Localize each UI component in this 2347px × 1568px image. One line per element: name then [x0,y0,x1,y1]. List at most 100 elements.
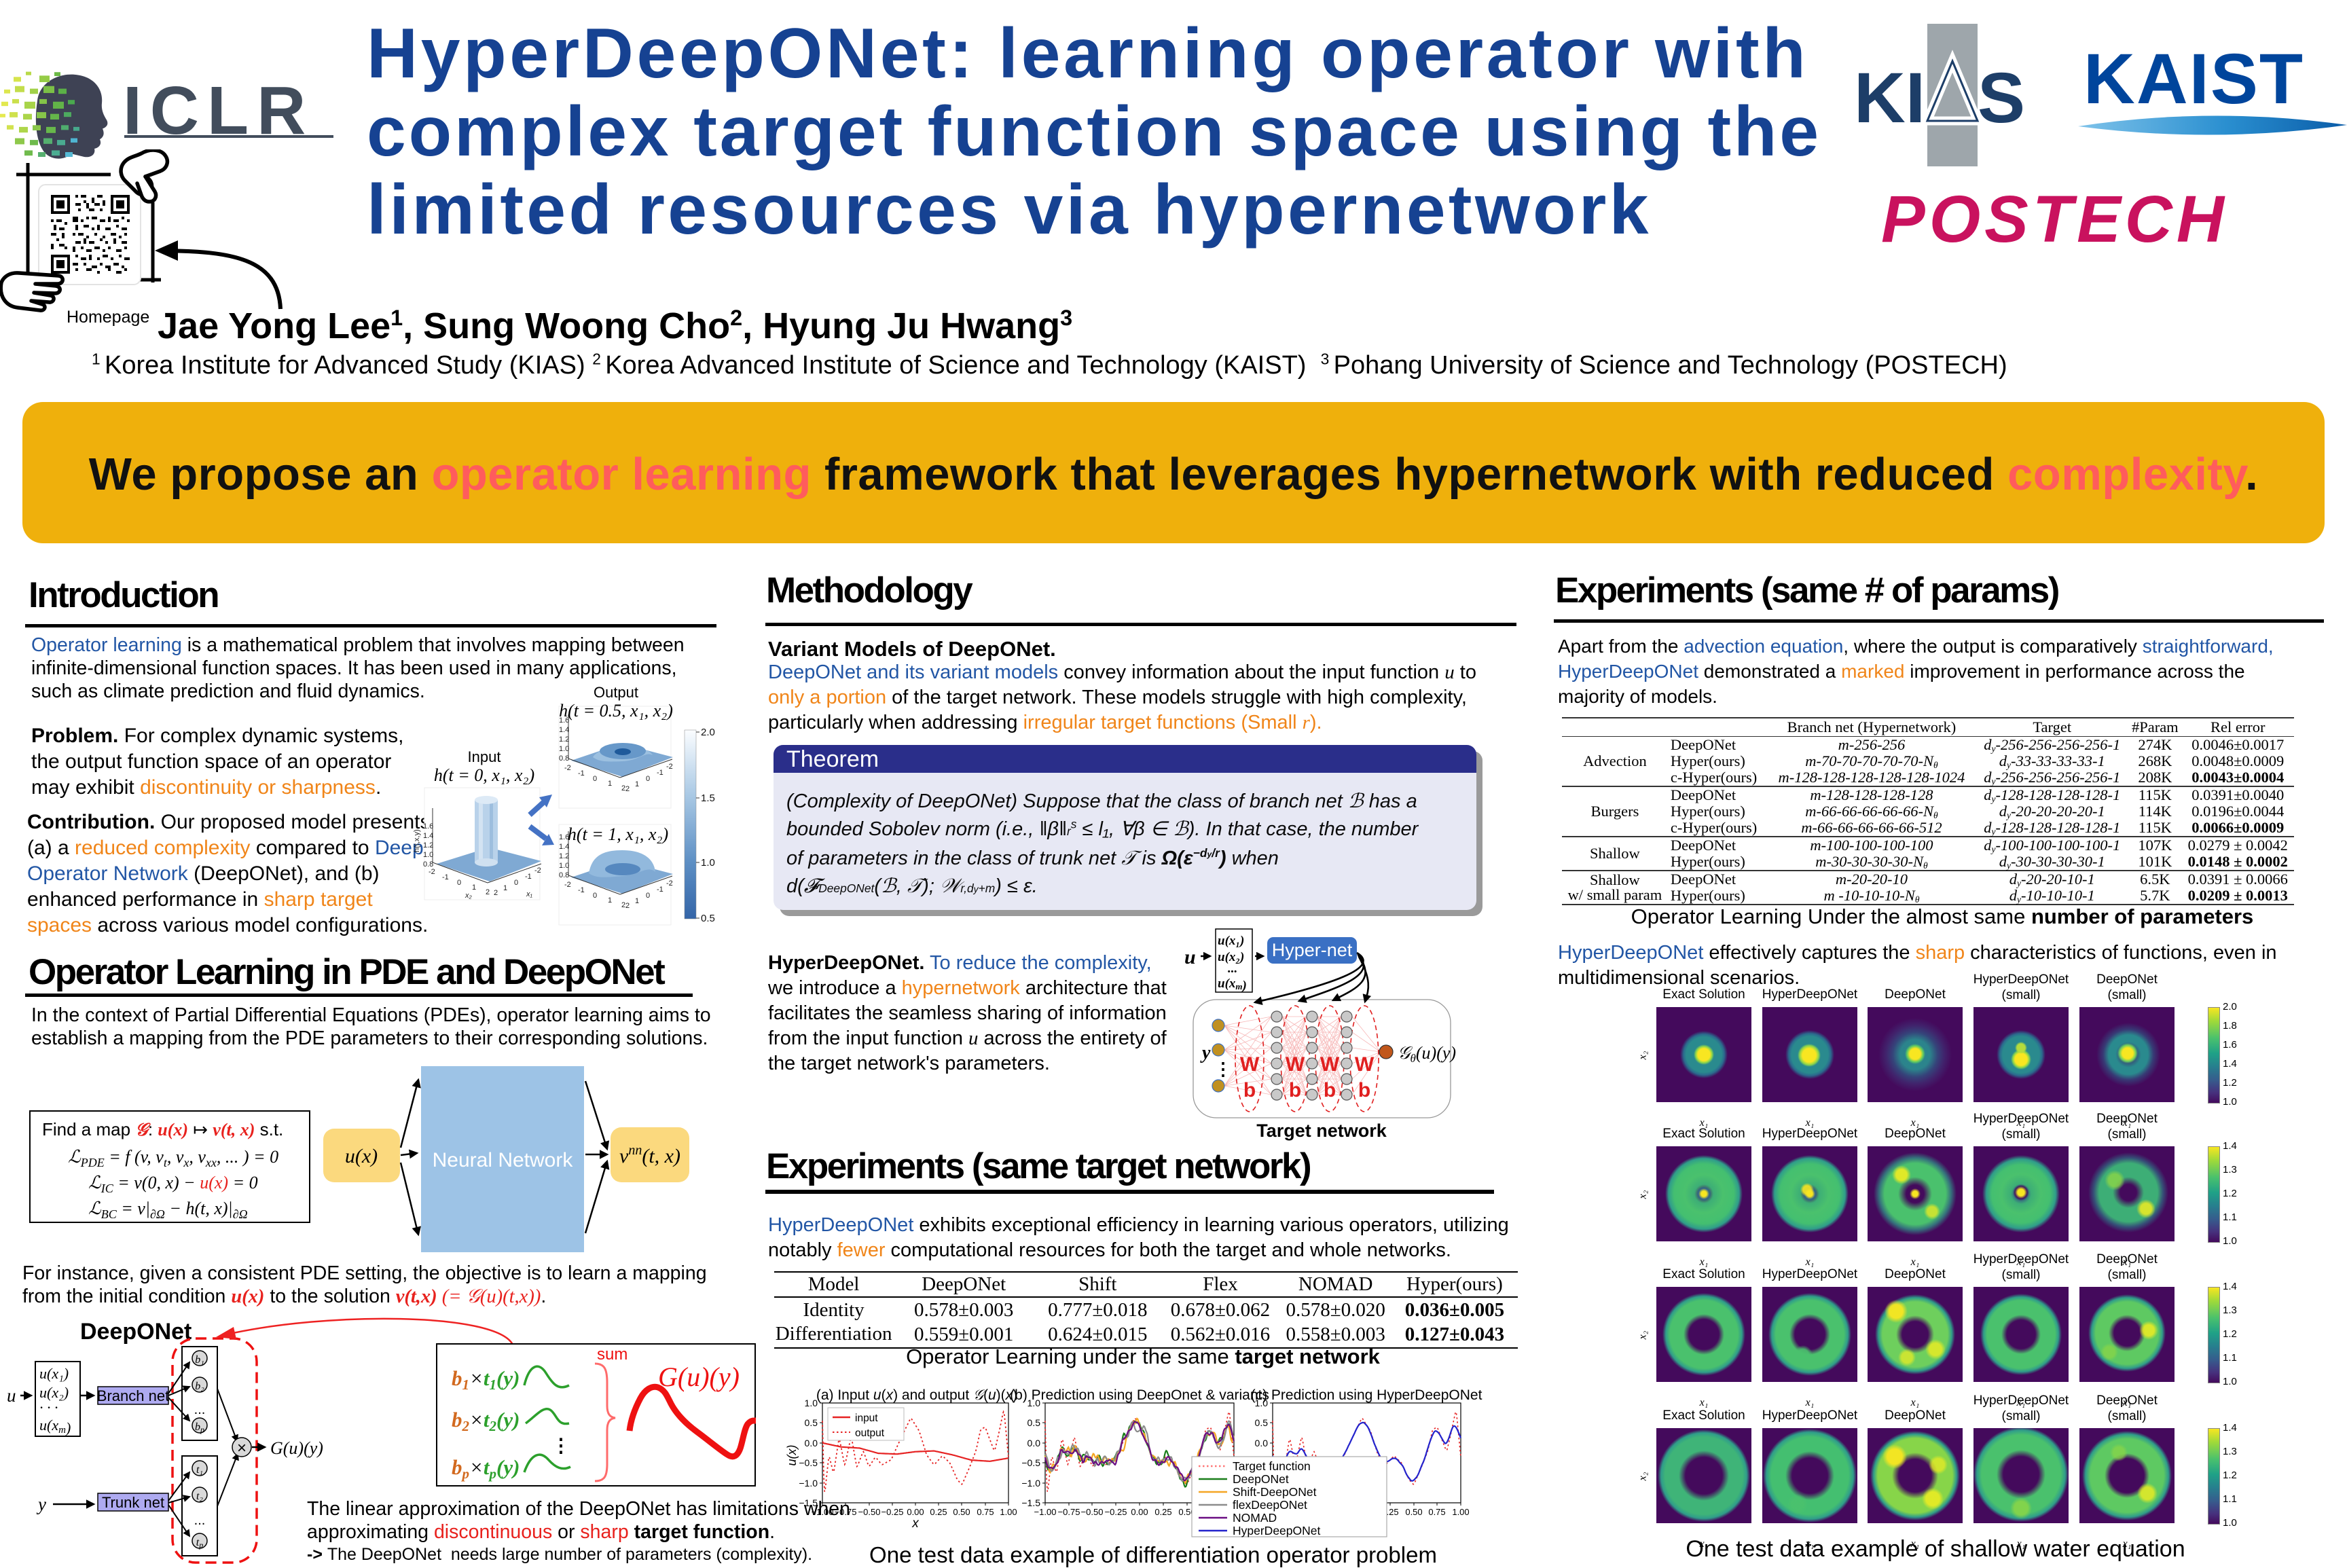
svg-text:u(x): u(x) [785,1445,799,1466]
svg-text:1.0: 1.0 [559,862,569,870]
svg-text:W: W [1355,1053,1375,1076]
svg-text:tp: tp [196,1537,203,1550]
svg-text:KAIST: KAIST [2084,41,2304,119]
svg-text:· · ·: · · · [39,1399,58,1416]
svg-text:2: 2 [621,784,625,792]
svg-text:ℒIC = v(0, x) − u(x) = 0: ℒIC = v(0, x) − u(x) = 0 [88,1173,258,1195]
svg-text:ℒBC = v|∂Ω − h(t, x)|∂Ω: ℒBC = v|∂Ω − h(t, x)|∂Ω [88,1199,248,1221]
svg-text:1.0: 1.0 [559,745,569,753]
svg-text:y: y [36,1494,46,1514]
svg-text:1.6: 1.6 [423,822,433,831]
svg-text:b: b [1289,1079,1301,1101]
svg-text:1: 1 [635,780,639,788]
svg-text:0: 0 [593,775,597,783]
svg-text:b₁: b₁ [195,1354,204,1366]
svg-text:h(t = 0, x₁, x₂): h(t = 0, x₁, x₂) [434,765,534,785]
svg-text:u(x₁): u(x₁) [39,1365,69,1382]
svg-text:Hyper-net: Hyper-net [1272,940,1353,960]
svg-text:⋮: ⋮ [1214,1059,1232,1079]
svg-text:−0.25: −0.25 [881,1507,904,1517]
svg-text:u(x₂): u(x₂) [1218,950,1244,964]
svg-text:1.0: 1.0 [805,1398,818,1408]
svg-text:⋮: ⋮ [551,1435,570,1456]
svg-text:G(u)(y): G(u)(y) [658,1362,740,1392]
svg-text:h(t = 1, x₁, x₂): h(t = 1, x₁, x₂) [568,824,668,844]
svg-text:0: 0 [457,879,461,887]
svg-text:S: S [1978,58,2025,138]
svg-text:Target function: Target function [1233,1459,1311,1473]
svg-text:−1.00: −1.00 [812,1507,834,1517]
svg-text:b1×t1(y): b1×t1(y) [452,1366,520,1393]
svg-text:-1: -1 [578,886,585,894]
svg-text:-1: -1 [657,769,663,777]
svg-text:(a) Input u(x) and output 𝒢(u: (a) Input u(x) and output 𝒢(u)(x) [816,1387,1017,1403]
svg-text:x₁: x₁ [526,890,533,898]
svg-text:input: input [855,1412,878,1424]
svg-text:1: 1 [608,780,612,788]
svg-text:b2×t2(y): b2×t2(y) [452,1408,520,1434]
svg-text:2.0: 2.0 [701,727,715,738]
svg-text:NOMAD: NOMAD [1233,1511,1277,1525]
svg-text:ℒPDE = f (v, vt, vx, vxx, ...: ℒPDE = f (v, vt, vx, vxx, ... ) = 0 [68,1147,278,1169]
svg-text:Neural Network: Neural Network [433,1149,574,1171]
svg-text:flexDeepONet: flexDeepONet [1233,1498,1307,1512]
svg-text:b: b [1358,1079,1370,1101]
svg-text:-2: -2 [564,881,571,889]
svg-text:Branch net: Branch net [97,1387,169,1404]
svg-text:-1: -1 [525,873,532,881]
svg-text:h(t,x,y): h(t,x,y) [413,829,421,852]
svg-text:−1.0: −1.0 [1021,1478,1040,1489]
svg-text:2: 2 [494,889,498,897]
svg-text:𝒢θ(u)(y): 𝒢θ(u)(y) [1398,1043,1456,1065]
svg-text:×: × [237,1439,247,1457]
svg-text:u(x₁): u(x₁) [1218,934,1244,948]
svg-text:Trunk net: Trunk net [102,1494,164,1511]
svg-text:0.5: 0.5 [1027,1417,1041,1428]
svg-text:bp: bp [195,1421,204,1434]
svg-text:−1.5: −1.5 [1021,1497,1040,1508]
svg-text:2: 2 [625,785,630,793]
svg-text:sum: sum [597,1345,627,1364]
svg-text:...: ... [1228,962,1237,976]
svg-text:u: u [7,1385,16,1406]
svg-text:0.0: 0.0 [805,1438,818,1448]
svg-text:−1.5: −1.5 [799,1497,818,1508]
svg-text:1.2: 1.2 [559,852,569,860]
svg-text:−0.75: −0.75 [1058,1507,1080,1517]
svg-text:−0.75: −0.75 [835,1507,857,1517]
svg-text:W: W [1240,1053,1260,1076]
svg-text:0.25: 0.25 [930,1507,947,1517]
svg-text:0.5: 0.5 [805,1417,818,1428]
svg-text:b: b [1243,1079,1256,1101]
svg-text:G(u)(y): G(u)(y) [270,1438,323,1458]
svg-text:−0.5: −0.5 [799,1457,818,1468]
svg-text:Target network: Target network [1256,1120,1387,1141]
svg-text:−0.50: −0.50 [858,1507,881,1517]
svg-text:1.00: 1.00 [1000,1507,1017,1517]
svg-text:vnn(t, x): vnn(t, x) [619,1143,680,1167]
svg-text:u(xm): u(xm) [1218,977,1247,993]
svg-text:0.0: 0.0 [1027,1438,1041,1448]
svg-text:-1: -1 [657,886,663,894]
svg-text:h(t = 0.5, x₁, x₂): h(t = 0.5, x₁, x₂) [559,701,673,721]
svg-text:W: W [1286,1053,1305,1076]
svg-text:1.4: 1.4 [559,843,569,851]
svg-text:0: 0 [646,892,650,900]
svg-text:1.4: 1.4 [559,726,569,734]
svg-text:0.8: 0.8 [559,871,569,879]
svg-text:HyperDeepONet: HyperDeepONet [1233,1524,1320,1537]
svg-text:0: 0 [514,879,518,887]
svg-text:1: 1 [503,884,507,892]
svg-text:1.00: 1.00 [1452,1507,1469,1517]
svg-text:y: y [1200,1042,1211,1063]
svg-text:−1.00: −1.00 [1034,1507,1057,1517]
svg-text:u(x): u(x) [345,1145,378,1167]
svg-text:1: 1 [472,883,476,892]
svg-text:1.0: 1.0 [701,857,715,869]
svg-text:1.2: 1.2 [559,735,569,744]
svg-text:0.75: 0.75 [1428,1507,1445,1517]
svg-text:output: output [855,1427,885,1439]
svg-text:0.0: 0.0 [1255,1438,1269,1448]
svg-text:(c) Prediction using HyperDeep: (c) Prediction using HyperDeepONet [1251,1387,1482,1403]
svg-text:1.6: 1.6 [559,716,569,725]
